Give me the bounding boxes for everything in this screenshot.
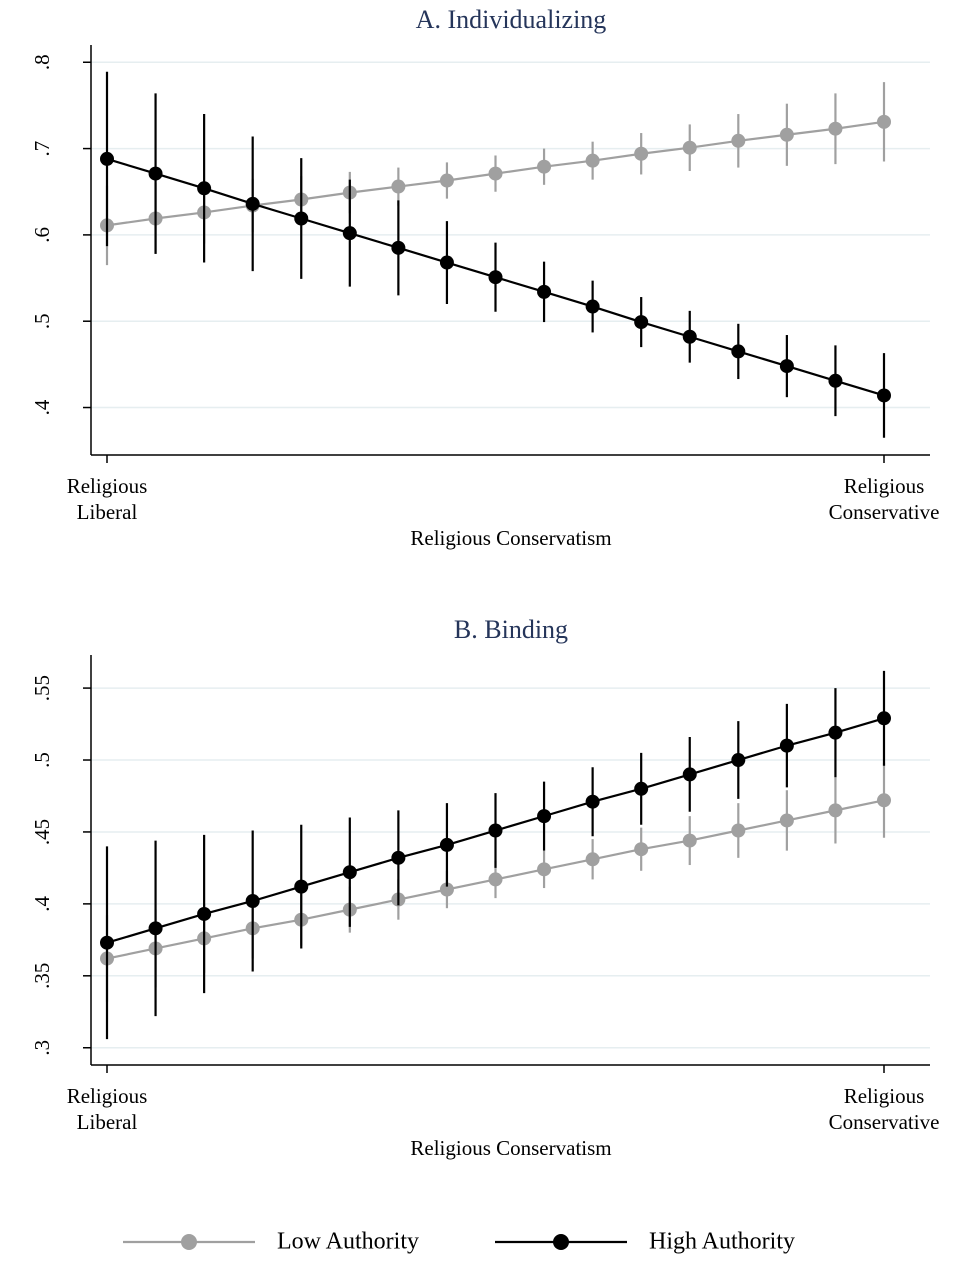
x-tick-label: Religious Conservative	[829, 474, 940, 524]
y-tick-label: .4	[30, 896, 54, 912]
legend-marker	[553, 1234, 569, 1250]
point	[585, 852, 600, 867]
point	[100, 151, 114, 166]
y-tick-label: .45	[30, 819, 54, 845]
x-axis-title: Religious Conservatism	[410, 1136, 611, 1160]
point	[828, 803, 843, 818]
x-tick-label-line: Religious	[67, 474, 148, 498]
point	[148, 921, 163, 936]
legend-label: High Authority	[649, 1229, 795, 1255]
point	[877, 793, 891, 808]
point	[731, 823, 746, 838]
point	[634, 315, 649, 330]
y-tick-label: .55	[30, 675, 54, 701]
point	[585, 794, 600, 809]
point	[537, 284, 552, 299]
point	[488, 823, 503, 838]
x-tick-label: Religious Conservative	[829, 1084, 940, 1134]
point	[148, 166, 163, 181]
point	[731, 344, 746, 359]
point	[488, 872, 503, 887]
point	[828, 725, 843, 740]
point	[488, 270, 503, 285]
x-tick-label-line: Religious	[67, 1084, 148, 1108]
y-tick-label: .5	[30, 313, 54, 329]
point	[828, 121, 843, 136]
point	[828, 373, 843, 388]
point	[682, 833, 697, 848]
chart-title: B. Binding	[454, 615, 568, 644]
point	[877, 114, 891, 129]
point	[585, 299, 600, 314]
point	[537, 159, 552, 174]
chart-title: A. Individualizing	[416, 5, 607, 34]
point	[391, 179, 406, 194]
x-tick-label-line: Liberal	[77, 1110, 138, 1134]
point	[779, 359, 794, 374]
point	[779, 738, 794, 753]
point	[245, 196, 260, 211]
point	[197, 906, 212, 921]
point	[634, 781, 649, 796]
x-axis-title: Religious Conservatism	[410, 526, 611, 550]
point	[537, 862, 552, 877]
x-tick-label-line: Liberal	[77, 500, 138, 524]
point	[294, 879, 309, 894]
x-tick-label-line: Religious	[844, 474, 925, 498]
legend-marker	[181, 1234, 197, 1250]
y-tick-label: .3	[30, 1040, 54, 1056]
point	[877, 711, 891, 726]
point	[439, 173, 454, 188]
point	[634, 146, 649, 161]
x-tick-label: Religious Liberal	[67, 1084, 148, 1134]
y-tick-label: .8	[30, 54, 54, 70]
y-tick-label: .4	[30, 399, 54, 415]
point	[585, 153, 600, 168]
point	[682, 329, 697, 344]
point	[731, 753, 746, 768]
point	[877, 388, 891, 403]
y-tick-label: .6	[30, 227, 54, 243]
x-tick-label: Religious Liberal	[67, 474, 148, 524]
y-tick-label: .5	[30, 752, 54, 768]
legend-label: Low Authority	[277, 1229, 419, 1255]
point	[391, 850, 406, 865]
point	[488, 166, 503, 181]
y-tick-label: .35	[30, 963, 54, 989]
point	[779, 813, 794, 828]
point	[294, 211, 309, 226]
point	[245, 894, 260, 908]
point	[391, 240, 406, 255]
point	[100, 935, 114, 950]
x-tick-label-line: Conservative	[829, 1110, 940, 1134]
point	[682, 140, 697, 155]
point	[342, 226, 357, 241]
y-tick-label: .7	[30, 141, 54, 157]
point	[439, 255, 454, 270]
point	[634, 842, 649, 857]
point	[439, 882, 454, 897]
point	[779, 127, 794, 142]
point	[197, 181, 212, 196]
point	[342, 865, 357, 880]
point	[731, 133, 746, 148]
x-tick-label-line: Conservative	[829, 500, 940, 524]
point	[439, 837, 454, 852]
x-tick-label-line: Religious	[844, 1084, 925, 1108]
point	[537, 809, 552, 824]
point	[682, 767, 697, 782]
